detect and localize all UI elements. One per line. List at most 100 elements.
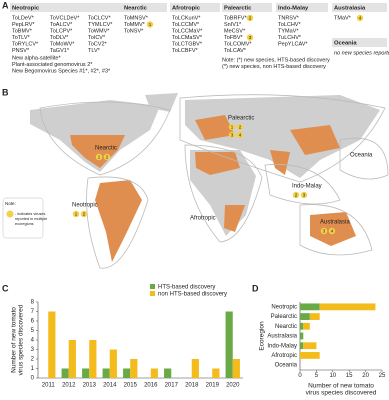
badge-number: 3	[231, 132, 234, 137]
y-tick-label: 6	[31, 319, 35, 325]
bar	[61, 368, 69, 378]
virus-name: TLV*	[88, 48, 101, 54]
bar	[164, 368, 172, 378]
bar-segment	[300, 332, 304, 340]
badge-number: 1	[231, 124, 234, 129]
virus-name: SnIV1*	[224, 22, 242, 28]
y-tick-label: 1	[31, 366, 35, 372]
bar	[232, 359, 240, 378]
badge-number: 4	[359, 15, 362, 20]
badge-number: 2	[83, 211, 86, 216]
virus-name: ToCV2*	[88, 41, 108, 47]
legend-swatch	[150, 291, 155, 296]
virus-name: ToICV*	[88, 35, 106, 41]
region-header-box	[332, 38, 387, 47]
x-axis-label: Number of new tomato	[308, 383, 374, 390]
x-tick-label: 0	[298, 373, 302, 379]
region-header-box	[170, 3, 220, 12]
legend-label: non HTS-based discovery	[158, 291, 227, 297]
note-text: reported in multiple	[15, 217, 47, 221]
badge	[236, 131, 244, 139]
bar	[130, 359, 138, 378]
x-tick-label: 2016	[144, 383, 158, 389]
badge	[146, 21, 154, 28]
x-tick-label: 2018	[185, 383, 199, 389]
region-header-box	[276, 3, 328, 12]
badge-number: 1	[98, 154, 101, 159]
badge	[95, 153, 103, 161]
region-label: Nearctic	[95, 146, 117, 152]
y-tick-label: 2	[31, 357, 35, 363]
virus-name: ToLCAV*	[224, 48, 247, 54]
virus-name: ToLCTGBV*	[172, 41, 203, 47]
bar	[68, 340, 76, 378]
virus-name: New Begomovirus Species #1*, #2*, #3*	[12, 68, 111, 74]
bar	[109, 349, 117, 378]
region-label: Palearctic	[228, 116, 254, 122]
x-axis-label: virus species discovered	[306, 390, 377, 397]
virus-name: ToBRFV*	[224, 15, 247, 21]
virus-name: ToLDeV*	[12, 15, 35, 21]
region-header-box	[332, 3, 387, 12]
virus-name: New alpha-satellite*	[12, 55, 61, 61]
note-text: - indicates viruses	[15, 212, 45, 216]
region-label: Australasia	[320, 220, 350, 226]
y-tick-label: Australasia	[267, 334, 297, 340]
badge-number: 1	[75, 211, 78, 216]
bar	[225, 311, 233, 378]
virus-name: PepYLCAV*	[278, 41, 308, 47]
badge-number: 2	[106, 154, 109, 159]
badge-number: 3	[249, 35, 252, 40]
x-tick-label: 2015	[124, 383, 138, 389]
x-tick-label: 2017	[165, 383, 179, 389]
y-tick-label: Neotropic	[271, 304, 297, 310]
bar-segment	[303, 342, 317, 350]
badge-number: 2	[239, 124, 242, 129]
virus-name: ToLCBFV*	[172, 48, 199, 54]
x-tick-label: 15	[346, 373, 353, 379]
bar-segment	[300, 342, 304, 350]
virus-name: ToLCOMV*	[224, 41, 252, 47]
region-header: Australasia	[334, 5, 366, 11]
bar	[212, 368, 220, 378]
y-axis-label: Ecoregion	[259, 321, 266, 351]
y-tick-label: Palearctic	[271, 314, 297, 320]
region-label: Indo-Malay	[292, 184, 322, 190]
x-tick-label: 20	[362, 373, 369, 379]
badge-number: 3	[303, 192, 306, 197]
badge	[72, 210, 80, 218]
bar	[123, 368, 131, 378]
panel-label: C	[2, 283, 9, 293]
bar-segment	[300, 322, 304, 330]
y-tick-label: 3	[31, 347, 35, 353]
virus-name: MeCSV*	[224, 28, 246, 34]
region-header-box	[122, 3, 167, 12]
y-tick-label: 4	[31, 338, 35, 344]
x-tick-label: 2014	[103, 383, 117, 389]
region-label: Afrotropic	[190, 216, 216, 222]
virus-name: PepLRV*	[12, 22, 35, 28]
x-tick-label: 2012	[62, 383, 76, 389]
note-title: Note:	[5, 201, 16, 206]
region-header: Afrotropic	[172, 5, 201, 11]
panel-label: D	[252, 283, 259, 293]
badge	[320, 227, 328, 235]
bar-segment	[300, 303, 320, 311]
virus-name: ToFBV*	[224, 35, 244, 41]
region-label: Oceania	[350, 153, 373, 159]
y-tick-label: Indo-Malay	[267, 343, 297, 349]
bar-segment	[300, 313, 310, 320]
y-tick-label: 8	[31, 300, 35, 306]
virus-name: ToNSV*	[124, 28, 144, 34]
panel-label: A	[2, 0, 9, 10]
badge	[356, 14, 364, 22]
x-tick-label: 2011	[42, 383, 56, 389]
virus-name: TYMaV*	[278, 28, 299, 34]
virus-name: ToMoWV*	[50, 41, 75, 47]
x-tick-label: 2013	[83, 383, 97, 389]
x-tick-label: 10	[329, 373, 336, 379]
virus-name: no new species reported	[334, 50, 389, 56]
virus-name: TMaV*	[334, 15, 352, 21]
virus-name: ToWMV*	[88, 28, 110, 34]
